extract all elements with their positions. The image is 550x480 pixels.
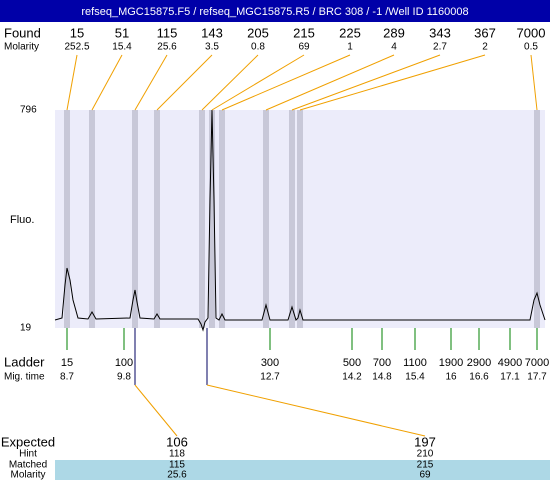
ladder-time: 17.7: [527, 372, 547, 383]
peak-size: 225: [339, 25, 361, 40]
expected-molarity: 25.6: [167, 470, 187, 480]
peak-size: 205: [247, 25, 269, 40]
ladder-size: 500: [343, 357, 361, 369]
peak-size: 143: [201, 25, 223, 40]
title: refseq_MGC15875.F5 / refseq_MGC15875.R5 …: [81, 6, 468, 18]
matched-band: [55, 460, 550, 480]
peak-link: [66, 54, 78, 111]
y-min: 19: [20, 323, 32, 334]
expected-matched: 115: [169, 460, 185, 471]
peak-link: [265, 54, 395, 111]
peak-molarity: 0.8: [251, 42, 265, 53]
ladder-time: 12.7: [260, 372, 280, 383]
ladder-size: 700: [373, 357, 391, 369]
expected-link: [206, 384, 426, 437]
ladder-size: 300: [261, 357, 279, 369]
peak-link: [134, 54, 168, 111]
peak-band: [89, 110, 95, 328]
ladder-time: 15.4: [405, 372, 425, 383]
expected-molarity: 69: [419, 470, 431, 480]
peak-link: [291, 54, 441, 111]
peak-size: 343: [429, 25, 451, 40]
expected-link: [134, 384, 178, 437]
ladder-size: 1100: [403, 357, 427, 369]
peak-molarity: 69: [298, 42, 310, 53]
peak-band: [64, 110, 70, 328]
peak-molarity: 1: [347, 42, 353, 53]
trace: [54, 109, 546, 332]
peak-band: [297, 110, 303, 328]
peak-link: [156, 54, 213, 111]
peak-molarity: 2.7: [433, 42, 447, 53]
ladder-label: Ladder: [4, 354, 45, 369]
expected-row-label: Hint: [19, 449, 37, 460]
expected-hint: 210: [417, 449, 434, 460]
peak-link: [299, 54, 486, 111]
peak-molarity: 3.5: [205, 42, 219, 53]
peak-molarity: 0.5: [524, 42, 538, 53]
peak-band: [209, 110, 215, 328]
peak-link: [530, 54, 538, 111]
expected-matched: 215: [417, 460, 434, 471]
y-label: Fluo.: [10, 214, 34, 226]
peak-size: 7000: [517, 25, 546, 40]
peak-link: [91, 54, 123, 111]
peak-band: [219, 110, 225, 328]
peak-link: [211, 54, 305, 111]
peak-size: 115: [157, 25, 178, 40]
ladder-time: 16: [445, 372, 457, 383]
expected-expected: 197: [414, 434, 436, 449]
peak-size: 367: [474, 25, 496, 40]
ladder-time: 17.1: [500, 372, 520, 383]
peak-size: 51: [115, 25, 129, 40]
peak-size: 215: [293, 25, 315, 40]
peak-molarity: 252.5: [64, 42, 89, 53]
peak-band: [289, 110, 295, 328]
peak-link: [221, 54, 351, 111]
ladder-size: 2900: [467, 357, 491, 369]
molarity-label: Molarity: [4, 42, 39, 53]
ladder-time: 8.7: [60, 372, 74, 383]
peak-band: [132, 110, 138, 328]
ladder-size: 4900: [498, 357, 522, 369]
ladder-size: 15: [61, 357, 73, 369]
expected-row-label: Expected: [1, 434, 55, 449]
title-bar: [0, 0, 550, 22]
ladder-size: 100: [115, 357, 133, 369]
peak-molarity: 15.4: [112, 42, 132, 53]
peak-band: [534, 110, 540, 328]
ladder-time: 14.8: [372, 372, 392, 383]
peak-size: 15: [70, 25, 84, 40]
peak-size: 289: [383, 25, 405, 40]
peak-band: [199, 110, 205, 328]
expected-row-label: Molarity: [10, 470, 45, 480]
mig-time-label: Mig. time: [4, 372, 45, 383]
expected-row-label: Matched: [9, 460, 47, 471]
expected-hint: 118: [169, 449, 185, 460]
ladder-time: 14.2: [342, 372, 362, 383]
ladder-time: 9.8: [117, 372, 131, 383]
ladder-size: 7000: [525, 357, 549, 369]
peak-molarity: 25.6: [157, 42, 177, 53]
y-max: 796: [20, 105, 37, 116]
peak-molarity: 2: [482, 42, 488, 53]
peak-band: [263, 110, 269, 328]
found-label: Found: [4, 25, 41, 40]
ladder-time: 16.6: [469, 372, 489, 383]
expected-expected: 106: [166, 434, 188, 449]
peak-molarity: 4: [391, 42, 397, 53]
peak-link: [201, 54, 259, 111]
ladder-size: 1900: [439, 357, 463, 369]
peak-band: [154, 110, 160, 328]
